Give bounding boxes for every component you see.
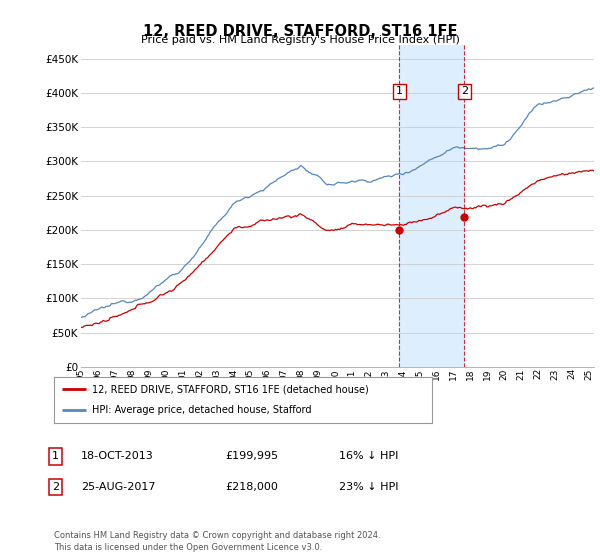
Text: HPI: Average price, detached house, Stafford: HPI: Average price, detached house, Staf…	[92, 405, 311, 416]
Text: £199,995: £199,995	[225, 451, 278, 461]
Text: 2: 2	[52, 482, 59, 492]
Bar	[399, 45, 464, 367]
Text: 18-OCT-2013: 18-OCT-2013	[81, 451, 154, 461]
Text: 2: 2	[461, 86, 468, 96]
Text: 12, REED DRIVE, STAFFORD, ST16 1FE (detached house): 12, REED DRIVE, STAFFORD, ST16 1FE (deta…	[92, 384, 368, 394]
Text: Price paid vs. HM Land Registry's House Price Index (HPI): Price paid vs. HM Land Registry's House …	[140, 35, 460, 45]
Text: 1: 1	[396, 86, 403, 96]
Text: 12, REED DRIVE, STAFFORD, ST16 1FE: 12, REED DRIVE, STAFFORD, ST16 1FE	[143, 24, 457, 39]
Text: 16% ↓ HPI: 16% ↓ HPI	[339, 451, 398, 461]
Text: 23% ↓ HPI: 23% ↓ HPI	[339, 482, 398, 492]
Text: Contains HM Land Registry data © Crown copyright and database right 2024.
This d: Contains HM Land Registry data © Crown c…	[54, 531, 380, 552]
Text: 25-AUG-2017: 25-AUG-2017	[81, 482, 155, 492]
Text: £218,000: £218,000	[225, 482, 278, 492]
Text: 1: 1	[52, 451, 59, 461]
